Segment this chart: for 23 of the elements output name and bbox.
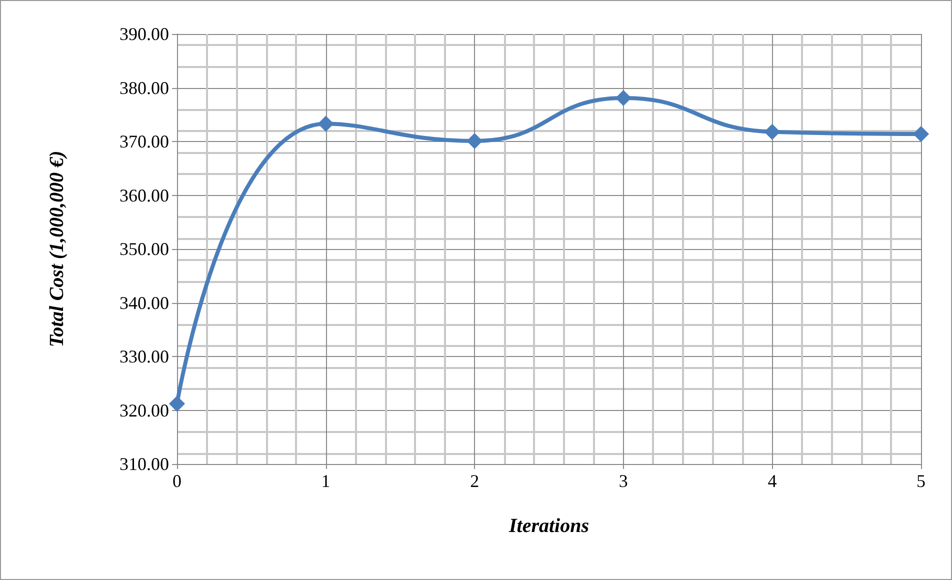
x-tick-label: 0: [172, 471, 182, 491]
y-tick-label: 310.00: [120, 454, 169, 474]
y-tick-label: 380.00: [120, 78, 169, 98]
x-tick-label: 4: [768, 471, 777, 491]
y-axis-title: Total Cost (1,000,000 €): [46, 150, 68, 348]
y-tick-label: 340.00: [120, 292, 169, 313]
x-tick-label: 3: [618, 471, 628, 491]
y-tick-label: 370.00: [120, 132, 169, 152]
point: [318, 116, 334, 132]
y-tick-label: 390.00: [120, 24, 169, 44]
y-tick-label: 350.00: [120, 239, 169, 259]
point: [169, 396, 185, 412]
point: [466, 132, 483, 149]
y-tick-label: 320.00: [120, 400, 169, 420]
point: [615, 90, 632, 106]
x-tick-label: 2: [470, 471, 480, 491]
x-tick-label: 5: [916, 471, 926, 491]
y-tick-label: 360.00: [120, 185, 169, 206]
x-axis-title: Iterations: [508, 515, 590, 537]
point: [913, 126, 929, 142]
x-tick-label: 1: [321, 471, 330, 491]
point: [764, 124, 780, 140]
y-tick-label: 330.00: [120, 346, 169, 366]
